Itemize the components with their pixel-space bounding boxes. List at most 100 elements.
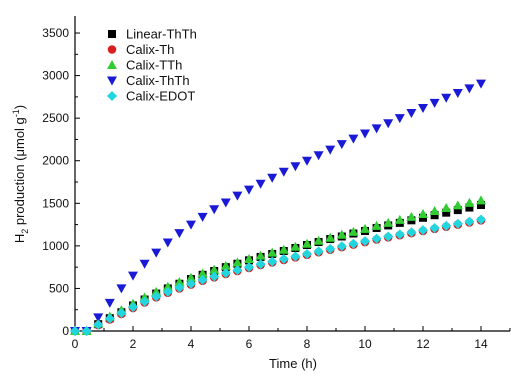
- data-point: [441, 220, 452, 231]
- legend: Linear-ThThCalix-ThCalix-TThCalix-ThThCa…: [107, 27, 197, 104]
- data-point: [452, 89, 463, 99]
- y-axis-title-superscript: -1: [11, 109, 21, 117]
- legend-marker: [107, 60, 117, 69]
- data-point: [336, 140, 347, 150]
- y-tick-label: 3000: [42, 69, 69, 83]
- data-point: [453, 206, 462, 215]
- data-point: [360, 129, 370, 139]
- data-point: [162, 286, 173, 297]
- legend-item-calix-tth: Calix-TTh: [107, 58, 182, 73]
- data-point: [186, 278, 196, 289]
- data-point: [220, 268, 231, 279]
- data-point: [441, 202, 452, 212]
- data-point: [302, 238, 312, 248]
- data-point: [93, 313, 104, 323]
- legend-marker: [107, 45, 117, 54]
- data-point: [162, 281, 173, 291]
- data-point: [325, 232, 336, 242]
- data-point: [302, 248, 312, 259]
- data-point: [464, 216, 475, 227]
- data-point: [174, 277, 185, 287]
- data-point: [244, 185, 254, 195]
- data-point: [255, 179, 266, 189]
- data-point: [197, 274, 208, 285]
- data-point: [336, 241, 347, 252]
- data-point: [232, 257, 243, 267]
- data-point: [232, 191, 243, 201]
- series-linear-thth: [71, 201, 485, 335]
- axes: 0246810121410500100015002000250030003500: [42, 16, 511, 351]
- data-point: [371, 233, 382, 244]
- data-point: [441, 93, 452, 103]
- data-point: [406, 211, 417, 221]
- data-point: [116, 308, 127, 319]
- data-point: [174, 282, 185, 293]
- data-point: [104, 313, 115, 324]
- data-point: [313, 151, 324, 161]
- data-point: [429, 98, 440, 108]
- data-point: [186, 272, 196, 282]
- data-point: [267, 247, 278, 257]
- data-point: [278, 244, 289, 254]
- legend-marker: [107, 76, 117, 86]
- y-axis-title-tail: ): [12, 105, 27, 109]
- data-point: [325, 145, 336, 155]
- data-point: [394, 229, 405, 240]
- data-point: [278, 254, 289, 265]
- data-point: [418, 225, 428, 236]
- legend-label: Calix-EDOT: [126, 89, 195, 104]
- data-point: [151, 286, 162, 296]
- data-point: [290, 162, 301, 172]
- data-point: [104, 298, 115, 308]
- data-point: [394, 114, 405, 124]
- y-tick-label: 0: [62, 324, 69, 338]
- data-point: [278, 167, 289, 177]
- data-point: [302, 156, 312, 166]
- data-point: [476, 195, 486, 205]
- data-point: [220, 260, 231, 270]
- data-point: [348, 134, 359, 144]
- data-point: [383, 217, 394, 227]
- data-point: [430, 211, 439, 220]
- data-point: [162, 238, 173, 248]
- data-point: [151, 248, 162, 258]
- legend-marker: [108, 30, 116, 38]
- x-tick-label: 0: [72, 337, 79, 351]
- x-tick-label: 2: [130, 337, 137, 351]
- data-point: [360, 236, 370, 247]
- x-tick-label: 10: [358, 337, 372, 351]
- data-point: [267, 256, 278, 267]
- data-point: [313, 246, 324, 257]
- x-tick-label: 14: [474, 337, 488, 351]
- data-point: [360, 223, 370, 233]
- y-tick-label: 1500: [42, 196, 69, 210]
- series-calix-thth: [70, 79, 486, 336]
- data-point: [209, 205, 220, 215]
- data-point: [477, 201, 485, 209]
- data-point: [244, 262, 254, 273]
- data-point: [139, 259, 150, 269]
- data-point: [186, 220, 196, 230]
- data-point: [348, 238, 359, 249]
- y-tick-label: 500: [49, 281, 69, 295]
- data-point: [429, 205, 440, 215]
- y-axis-title-lead: H: [12, 234, 27, 243]
- y-tick-label: 1000: [42, 239, 69, 253]
- y-axis-title-subscript: 2: [20, 229, 30, 234]
- data-point: [255, 259, 266, 270]
- legend-label: Calix-Th: [126, 42, 174, 57]
- data-point: [197, 212, 208, 222]
- data-point: [267, 173, 278, 183]
- data-point: [394, 214, 405, 224]
- y-tick-label: 2000: [42, 154, 69, 168]
- legend-item-calix-edot: Calix-EDOT: [107, 89, 195, 104]
- data-point: [476, 214, 486, 225]
- data-point: [371, 220, 382, 230]
- data-point: [465, 203, 474, 212]
- data-point: [348, 226, 359, 236]
- data-point: [139, 296, 150, 307]
- data-point: [151, 291, 162, 302]
- x-tick-label: 8: [304, 337, 311, 351]
- data-point: [232, 265, 243, 276]
- data-point: [174, 229, 185, 239]
